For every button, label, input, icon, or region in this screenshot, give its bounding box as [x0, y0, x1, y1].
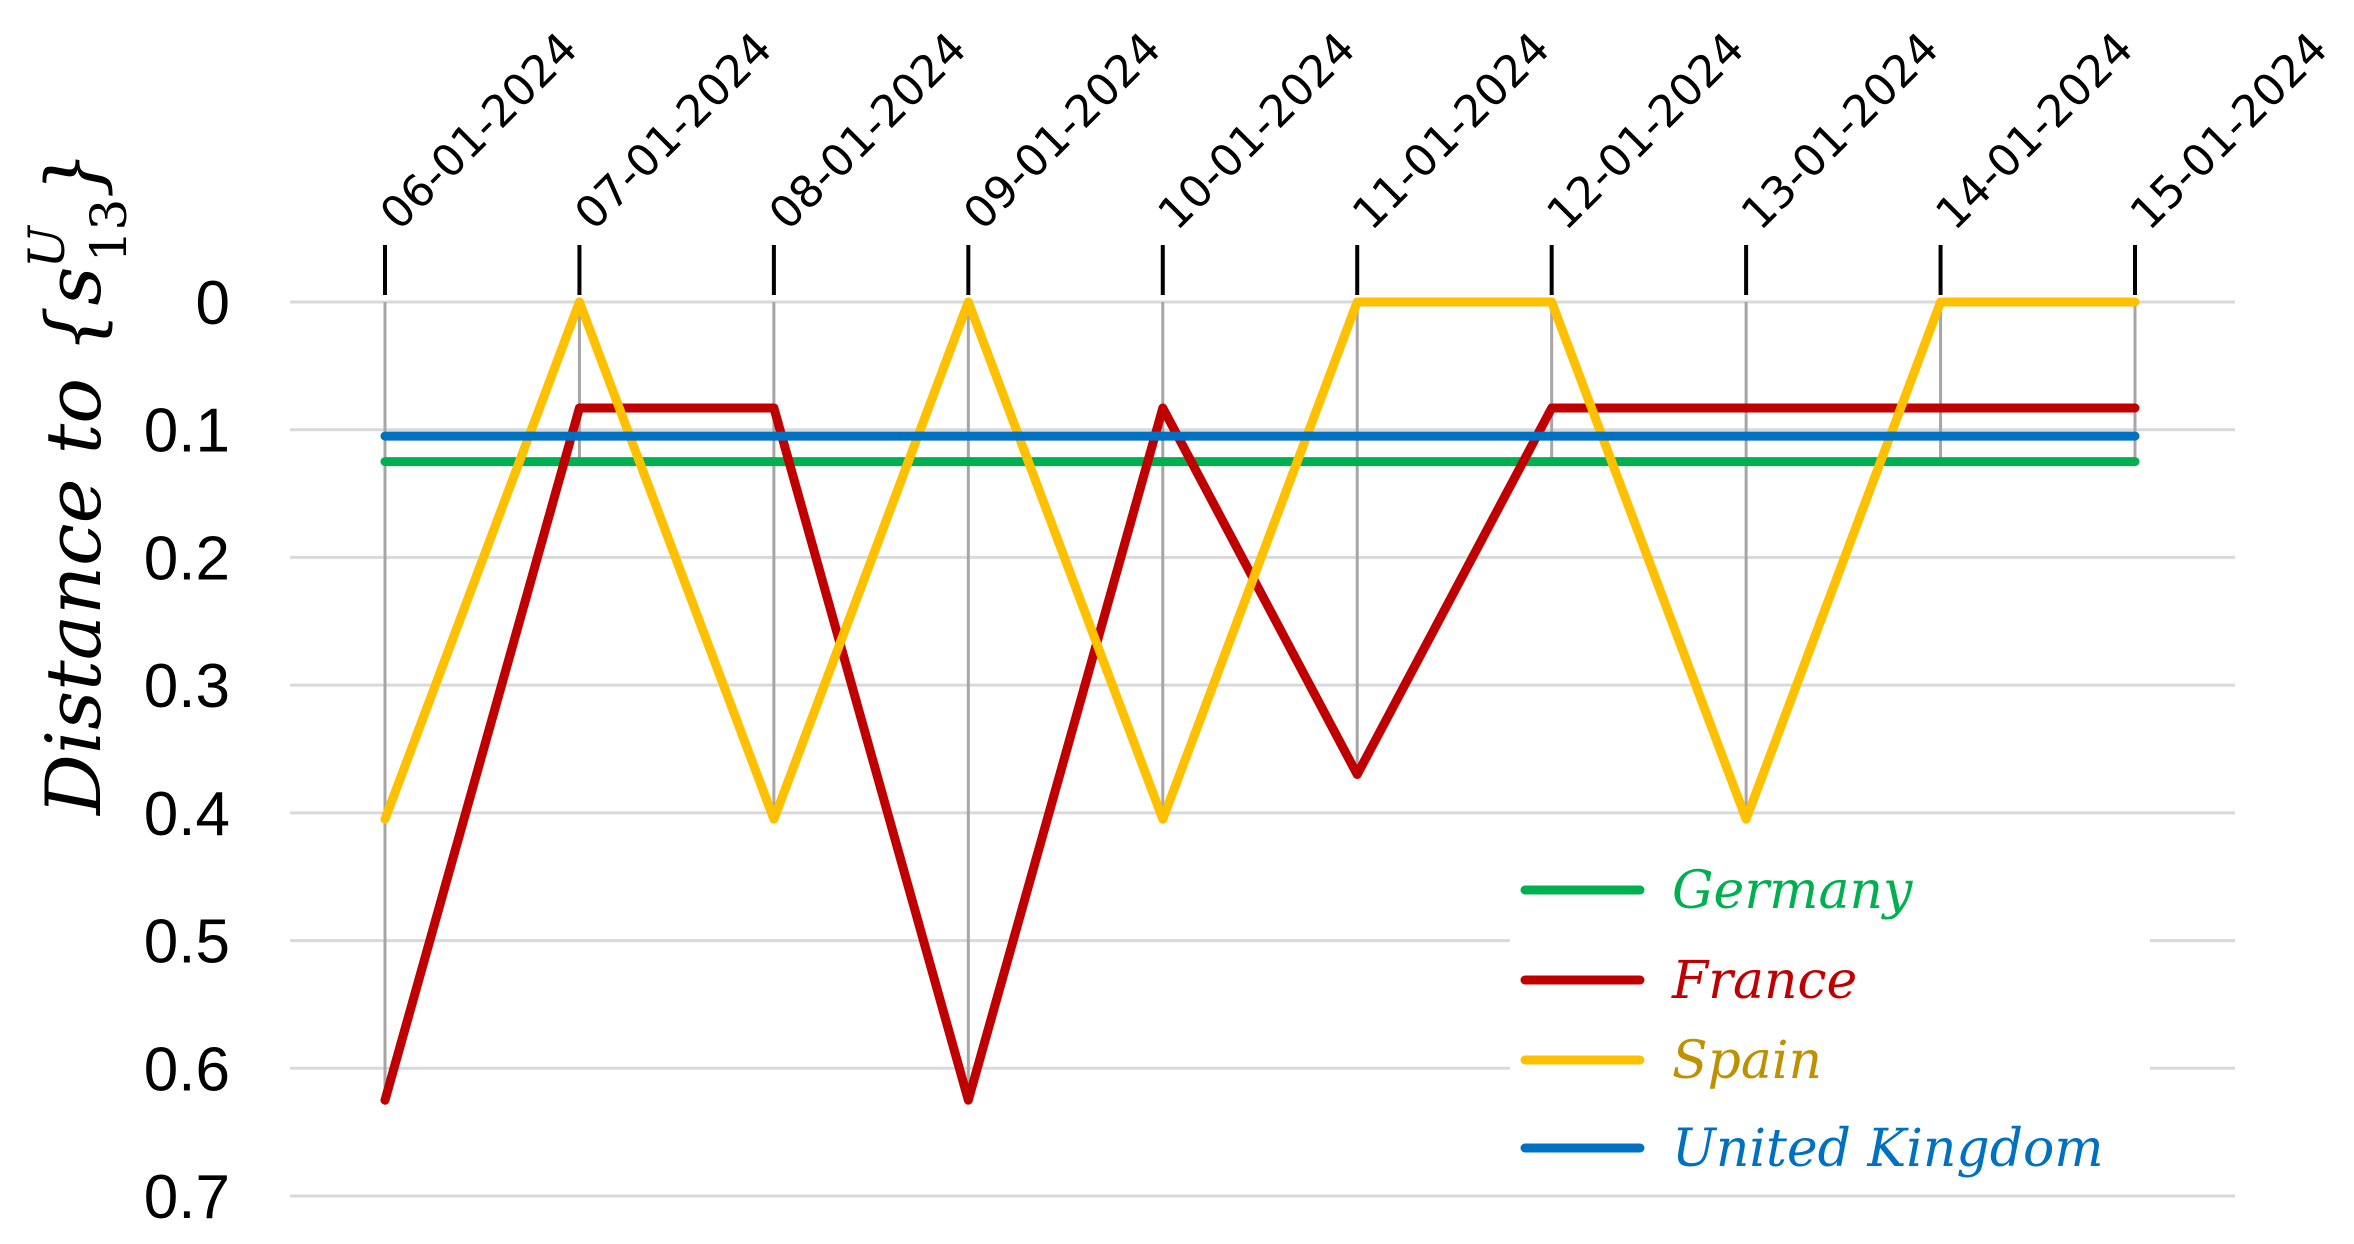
x-tick-label: 13-01-2024: [1732, 23, 1949, 240]
y-tick-label: 0: [196, 269, 230, 338]
series-line-spain: [380, 297, 2140, 824]
series-lines: [380, 297, 2140, 1105]
x-axis: 06-01-202407-01-202408-01-202409-01-2024…: [371, 23, 2338, 295]
x-tick-label: 10-01-2024: [1148, 23, 1365, 240]
y-tick-label: 0.4: [144, 780, 230, 849]
x-tick-label: 15-01-2024: [2121, 23, 2338, 240]
y-tick-label: 0.1: [144, 397, 230, 466]
legend-label: United Kingdom: [1672, 1119, 2104, 1179]
legend-label: France: [1671, 951, 1857, 1011]
x-tick-label: 07-01-2024: [565, 23, 782, 240]
legend-label: Germany: [1672, 861, 1913, 921]
y-tick-label: 0.2: [144, 524, 230, 593]
y-axis-label: Distance to {sU13}: [18, 150, 138, 817]
x-tick-label: 06-01-2024: [371, 23, 588, 240]
x-tick-label: 09-01-2024: [954, 23, 1171, 240]
series-line-france: [380, 403, 2140, 1105]
x-tick-label: 11-01-2024: [1343, 23, 1560, 240]
x-tick-label: 08-01-2024: [760, 23, 977, 240]
x-tick-label: 12-01-2024: [1537, 23, 1754, 240]
legend-box: [1510, 840, 2150, 1180]
y-tick-label: 0.3: [144, 652, 230, 721]
x-tick-label: 14-01-2024: [1926, 23, 2143, 240]
y-tick-labels: 0 0.1 0.2 0.3 0.4 0.5 0.6 0.7: [144, 269, 230, 1232]
y-tick-label: 0.7: [144, 1163, 230, 1232]
legend-label: Spain: [1672, 1031, 1822, 1091]
y-tick-label: 0.5: [144, 908, 230, 977]
y-tick-label: 0.6: [144, 1035, 230, 1104]
legend: Germany France Spain United Kingdom: [1510, 840, 2150, 1180]
